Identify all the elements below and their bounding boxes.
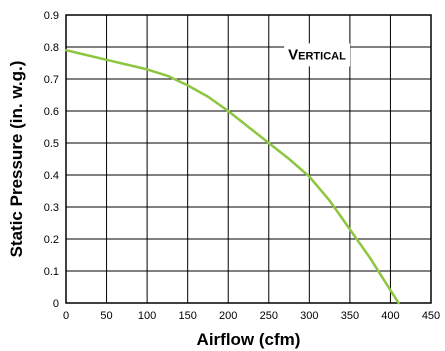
x-tick-label: 100 [138,310,156,322]
y-tick-label: 0.8 [44,42,59,54]
y-tick-label: 0.6 [44,106,59,118]
x-tick-label: 0 [63,310,69,322]
y-tick-label: 0.3 [44,202,59,214]
x-tick-label: 350 [341,310,359,322]
series-line [64,48,400,305]
y-axis-label: Static Pressure (in. w.g.) [7,61,26,258]
y-tick-labels: 0 0.1 0.2 0.3 0.4 0.5 0.6 0.7 0.8 0.9 [44,10,59,310]
y-tick-label: 0 [53,298,59,310]
plot-frame [65,14,432,304]
y-tick-label: 0.2 [44,234,59,246]
x-tick-label: 250 [260,310,278,322]
x-tick-labels: 0 50 100 150 200 250 300 350 400 450 [63,310,440,322]
x-tick-label: 400 [381,310,399,322]
x-tick-label: 50 [100,310,112,322]
x-axis-label: Airflow (cfm) [197,330,301,349]
grid-lines [65,14,432,304]
y-tick-label: 0.1 [44,266,59,278]
y-tick-label: 0.4 [44,170,59,182]
x-tick-label: 200 [219,310,237,322]
x-tick-label: 150 [178,310,196,322]
y-tick-label: 0.7 [44,74,59,86]
annotation-box [284,43,351,67]
x-tick-label: 450 [422,310,440,322]
y-tick-label: 0.9 [44,10,59,22]
annotation-label: Vertical [288,46,346,63]
y-tick-label: 0.5 [44,138,59,150]
x-tick-label: 300 [300,310,318,322]
